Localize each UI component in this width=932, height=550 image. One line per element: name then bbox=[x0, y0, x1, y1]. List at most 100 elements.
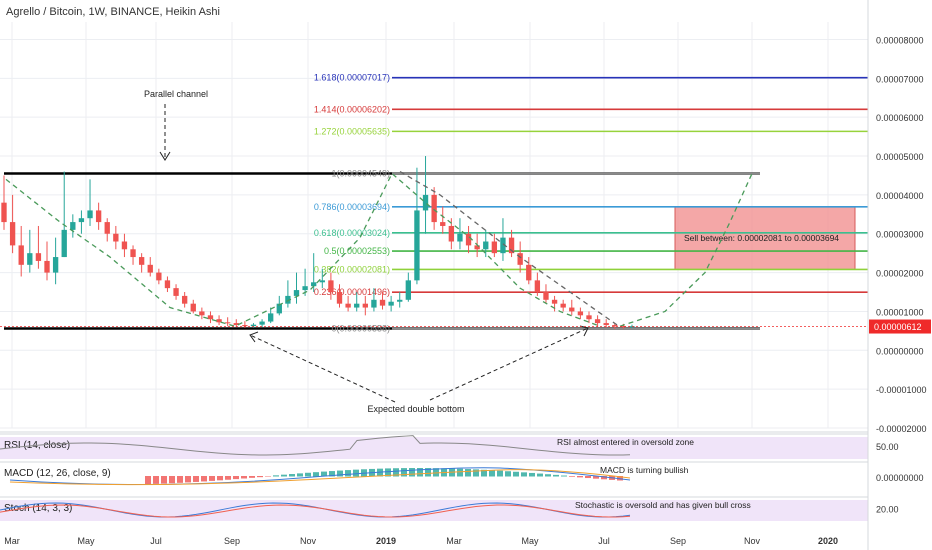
candle-body bbox=[336, 292, 343, 304]
macd-bar bbox=[209, 476, 215, 481]
macd-bar bbox=[489, 470, 495, 477]
candle-body bbox=[104, 222, 110, 234]
x-tick-label: 2020 bbox=[818, 536, 838, 546]
pane-note-stoch: Stochastic is oversold and has given bul… bbox=[575, 500, 751, 510]
macd-bar bbox=[537, 473, 543, 477]
candle-body bbox=[379, 299, 386, 306]
candle-body bbox=[61, 229, 67, 258]
macd-bar bbox=[425, 468, 431, 477]
candle-body bbox=[474, 245, 480, 250]
macd-bar bbox=[225, 476, 231, 480]
candle-body bbox=[44, 260, 50, 273]
x-tick-label: 2019 bbox=[376, 536, 396, 546]
trend-dashed-line bbox=[399, 171, 621, 328]
macd-bar bbox=[553, 474, 559, 477]
macd-bar bbox=[265, 476, 271, 477]
macd-bar bbox=[505, 471, 511, 477]
candle-body bbox=[138, 257, 145, 265]
macd-bar bbox=[601, 476, 607, 480]
macd-bar bbox=[233, 476, 239, 480]
candle-body bbox=[354, 303, 360, 308]
candle-body bbox=[431, 194, 437, 223]
y-tick-label: 0.00004000 bbox=[876, 191, 924, 201]
macd-bar bbox=[409, 468, 415, 477]
projection-paths bbox=[5, 171, 753, 328]
x-tick-label: Mar bbox=[446, 536, 462, 546]
macd-bar bbox=[145, 476, 151, 485]
pane-note-macd: MACD is turning bullish bbox=[600, 465, 689, 475]
macd-bar bbox=[401, 468, 407, 477]
candle-body bbox=[113, 233, 119, 242]
stoch-d-line bbox=[0, 504, 631, 518]
macd-bar bbox=[617, 476, 623, 481]
x-tick-label: May bbox=[521, 536, 539, 546]
candle-body bbox=[371, 299, 377, 308]
x-tick-label: Sep bbox=[224, 536, 240, 546]
pane-axis-rsi: 50.00 bbox=[876, 442, 899, 452]
candle-body bbox=[27, 253, 33, 265]
grid bbox=[0, 22, 868, 429]
candle-body bbox=[405, 280, 411, 300]
candle-body bbox=[70, 222, 76, 230]
double-bottom-arrow-left bbox=[249, 334, 396, 403]
macd-bar bbox=[457, 468, 463, 477]
macd-signal bbox=[9, 469, 631, 486]
indicator-panes: RSI (14, close) RSI almost entered in ove… bbox=[0, 433, 924, 521]
y-tick-label: 0.00007000 bbox=[876, 74, 924, 84]
candle-body bbox=[190, 303, 196, 312]
fib-label-0.382: 0.382(0.00002081) bbox=[314, 264, 390, 274]
fib-label-0.236: 0.236(0.00001496) bbox=[314, 287, 390, 297]
fib-label-1.414: 1.414(0.00006202) bbox=[314, 104, 390, 114]
x-tick-label: Jul bbox=[150, 536, 162, 546]
rsi-line bbox=[0, 435, 631, 456]
candle-body bbox=[448, 225, 455, 242]
candle-body bbox=[207, 315, 214, 320]
arrow-head-left bbox=[249, 331, 259, 343]
candle-body bbox=[95, 210, 102, 223]
macd-bar bbox=[177, 476, 183, 483]
macd-bar bbox=[193, 476, 199, 482]
candle-body bbox=[181, 295, 188, 304]
candle-body bbox=[560, 303, 566, 308]
macd-bar bbox=[529, 472, 535, 477]
candle-body bbox=[569, 307, 575, 312]
macd-bar bbox=[345, 470, 351, 477]
x-tick-label: Nov bbox=[300, 536, 317, 546]
macd-bar bbox=[433, 468, 439, 477]
candle-body bbox=[250, 324, 257, 327]
macd-bar bbox=[521, 472, 527, 477]
candle-body bbox=[440, 222, 446, 226]
double-bottom-arrow-right bbox=[429, 327, 589, 401]
fib-label-1.272: 1.272(0.00005635) bbox=[314, 126, 390, 136]
fib-label-1.618: 1.618(0.00007017) bbox=[314, 73, 390, 83]
candle-body bbox=[130, 249, 136, 258]
candle-body bbox=[233, 323, 239, 326]
last-price-label: 0.00000612 bbox=[874, 322, 922, 332]
candle-body bbox=[1, 202, 7, 223]
candle-body bbox=[491, 241, 498, 254]
macd-bar bbox=[481, 469, 487, 477]
candle-body bbox=[388, 301, 394, 306]
arrow-head-right bbox=[579, 325, 589, 337]
annotations: Parallel channel Expected double bottom bbox=[144, 89, 589, 414]
macd-bar bbox=[585, 476, 591, 479]
macd-bar bbox=[297, 473, 303, 477]
candle-body bbox=[276, 303, 282, 314]
candle-body bbox=[526, 264, 532, 281]
projection-path-history bbox=[5, 172, 601, 327]
candle-body bbox=[620, 326, 627, 328]
candle-body bbox=[259, 321, 265, 325]
x-tick-label: Mar bbox=[4, 536, 20, 546]
last-price-badge bbox=[869, 319, 931, 334]
macd-bar bbox=[497, 470, 503, 477]
pane-note-rsi: RSI almost entered in oversold zone bbox=[557, 437, 694, 447]
macd-bar bbox=[329, 471, 335, 477]
candle-body bbox=[216, 319, 222, 323]
candle-body bbox=[362, 303, 368, 308]
pane-axis-stoch: 20.00 bbox=[876, 505, 899, 515]
y-tick-label: 0.00008000 bbox=[876, 35, 924, 45]
x-tick-label: Jul bbox=[598, 536, 610, 546]
candle-body bbox=[35, 253, 42, 261]
